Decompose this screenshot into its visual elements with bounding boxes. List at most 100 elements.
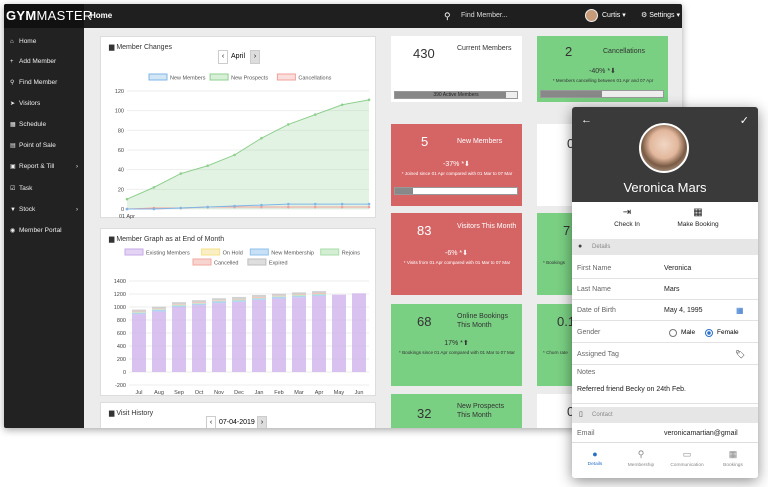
back-button[interactable]: ← [581, 114, 592, 126]
tile-percent: 17% *⬆ [444, 340, 469, 347]
check-in-icon: ⇥ [622, 207, 632, 218]
gender-female-radio[interactable] [705, 329, 713, 337]
current-members-tile[interactable]: 430 Current Members 390 Active Members [391, 36, 522, 102]
new-prospects-tile[interactable]: 32 New Prospects This Month [391, 394, 522, 428]
chevron-right-icon: › [76, 207, 78, 213]
data-point [125, 197, 129, 201]
x-tick-label: Jan [255, 390, 264, 395]
sidebar-icon: ◉ [10, 228, 16, 234]
sidebar-item-schedule[interactable]: ▦ Schedule [4, 115, 84, 135]
data-point [152, 186, 156, 189]
sidebar-item-report-till[interactable]: ▣ Report & Till › [4, 157, 84, 177]
tile-note: * Visits from 01 Apr compared with 01 Ma… [403, 260, 511, 265]
sidebar-item-label: Report & Till [19, 163, 55, 170]
last-name-field[interactable]: Last Name Mars [572, 279, 758, 300]
next-day-button[interactable]: › [257, 416, 267, 428]
progress-bar [540, 90, 664, 98]
breadcrumb[interactable]: Home [90, 11, 113, 20]
settings-menu[interactable]: ⚙ Settings ▾ [641, 12, 680, 19]
bar [192, 305, 206, 372]
sidebar-item-label: Visitors [19, 100, 41, 107]
user-menu[interactable]: Curtis ▾ [602, 12, 626, 19]
legend-swatch [209, 73, 229, 81]
bar [172, 307, 186, 372]
sidebar-item-point-of-sale[interactable]: ▤ Point of Sale [4, 136, 84, 156]
x-tick-label: Oct [195, 390, 204, 395]
sidebar-item-add-member[interactable]: + Add Member [4, 52, 84, 72]
legend-label: Existing Members [146, 251, 190, 257]
sidebar-item-label: Find Member [19, 79, 58, 86]
y-tick-label: 1200 [114, 292, 126, 298]
gender-field: Gender Male Female [572, 322, 758, 343]
profile-photo[interactable] [639, 123, 689, 173]
tile-label: Visitors This Month [457, 223, 517, 230]
sidebar-item-find-member[interactable]: ⚲ Find Member [4, 73, 84, 93]
next-month-button[interactable]: › [250, 50, 260, 64]
gender-male-radio[interactable] [669, 329, 677, 337]
visit-history-panel: ▆ Visit History ‹ 07-04-2019 › [100, 402, 376, 428]
legend-swatch [192, 258, 212, 266]
sidebar-icon: ▦ [10, 122, 16, 128]
search-icon[interactable]: ⚲ [444, 11, 451, 21]
y-tick-label: 20 [118, 187, 124, 193]
sidebar-item-member-portal[interactable]: ◉ Member Portal [4, 221, 84, 241]
legend-label: Cancelled [214, 261, 238, 267]
new-members-tile[interactable]: 5 New Members -37% *⬇ * Joined since 01 … [391, 124, 522, 206]
details-section-header: ● Details [572, 239, 758, 255]
bar [252, 299, 266, 372]
make-booking-button[interactable]: ▦ Make Booking [670, 207, 726, 228]
check-in-button[interactable]: ⇥ Check In [607, 207, 647, 228]
avatar[interactable] [585, 9, 598, 22]
sidebar-item-visitors[interactable]: ➤ Visitors [4, 94, 84, 114]
prev-day-button[interactable]: ‹ [206, 416, 216, 428]
email-field[interactable]: Email veronicamartian@gmail [577, 430, 738, 437]
tile-value: 430 [413, 46, 435, 61]
panel-title: ▆ Member Changes [109, 44, 172, 51]
data-point [233, 153, 236, 157]
bar [292, 292, 306, 295]
sidebar-item-stock[interactable]: ▼ Stock › [4, 200, 84, 220]
tab-bookings[interactable]: ▦ Bookings [710, 443, 756, 468]
notes-field[interactable]: Notes Referred friend Becky on 24th Feb. [572, 366, 758, 404]
bar [152, 308, 166, 310]
y-tick-label: 60 [118, 148, 124, 154]
sidebar-icon: ☑ [10, 186, 16, 192]
cancellations-tile[interactable]: 2 Cancellations -40% *⬇ * Members cancel… [537, 36, 668, 102]
y-tick-label: -200 [115, 383, 126, 389]
tab-details[interactable]: ● Details [572, 443, 618, 467]
top-bar: GYMMASTER Home ⚲ Find Member... Curtis ▾… [4, 4, 682, 28]
sidebar-item-task[interactable]: ☑ Task [4, 179, 84, 199]
tab-membership[interactable]: ⚲ Membership [618, 443, 664, 468]
assigned-tag-field[interactable]: Assigned Tag 🏷 [572, 344, 758, 365]
bar [252, 296, 266, 298]
data-point [260, 136, 263, 140]
visitors-tile[interactable]: 83 Visitors This Month -6% *⬇ * Visits f… [391, 213, 522, 295]
y-tick-label: 80 [118, 128, 124, 134]
dob-field[interactable]: Date of Birth May 4, 1995 ▦ [572, 300, 758, 321]
legend-label: Expired [269, 261, 288, 267]
tab-communication[interactable]: ▭ Communication [664, 443, 710, 468]
profile-header: ← ✓ Veronica Mars [572, 107, 758, 202]
online-bookings-tile[interactable]: 68 Online Bookings This Month 17% *⬆ * B… [391, 304, 522, 386]
gymmaster-logo[interactable]: GYMMASTER [4, 4, 92, 28]
first-name-field[interactable]: First Name Veronica [572, 258, 758, 279]
series-area [127, 99, 369, 209]
tile-value: 0.1 [557, 314, 576, 329]
date-label: 07-04-2019 [219, 419, 255, 426]
bar [232, 298, 246, 300]
tile-value: 7 [563, 223, 571, 238]
prev-month-button[interactable]: ‹ [218, 50, 228, 64]
x-tick-label: Feb [274, 390, 283, 395]
sidebar-item-home[interactable]: ⌂ Home [4, 32, 84, 52]
phone-icon: ▯ [579, 411, 583, 418]
calendar-icon: ▦ [693, 207, 703, 218]
bar [332, 294, 346, 372]
search-input[interactable]: Find Member... [461, 12, 508, 19]
member-graph-panel: ▆ Member Graph as at End of Month Existi… [100, 228, 376, 396]
data-point [287, 202, 290, 206]
calendar-icon[interactable]: ▦ [736, 306, 744, 315]
y-tick-label: 600 [117, 331, 126, 337]
bar [352, 293, 366, 372]
bar [212, 301, 226, 304]
confirm-button[interactable]: ✓ [739, 115, 749, 127]
